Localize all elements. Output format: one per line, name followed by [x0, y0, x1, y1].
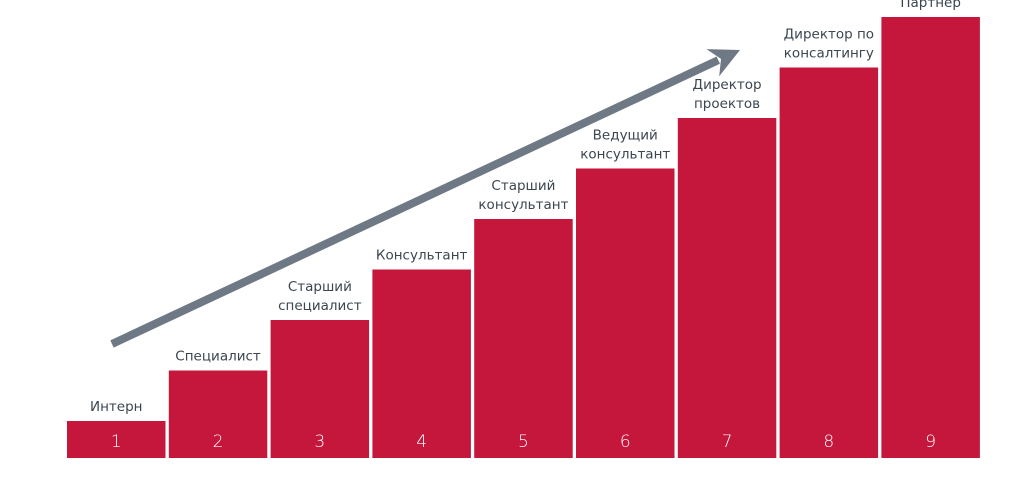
step-5: 5 Старший консультант — [474, 178, 573, 458]
step-label: Старший — [491, 178, 555, 194]
step-1: 1 Интерн — [67, 399, 166, 458]
step-6: 6 Ведущий консультант — [576, 128, 675, 458]
step-number: 9 — [925, 432, 936, 452]
step-bar — [576, 168, 675, 458]
step-number: 2 — [213, 432, 224, 452]
step-number: 4 — [416, 432, 427, 452]
step-number: 8 — [823, 432, 834, 452]
step-4: 4 Консультант — [372, 248, 471, 458]
step-label: Консультант — [376, 248, 468, 264]
growth-arrow-icon — [110, 49, 740, 348]
arrow-shaft — [110, 56, 720, 348]
step-number: 3 — [314, 432, 325, 452]
step-8: 8 Директор по консалтингу — [779, 27, 879, 458]
step-label: Директор по — [784, 27, 874, 43]
step-bar — [474, 219, 573, 458]
step-bar — [881, 17, 980, 458]
step-label: проектов — [694, 96, 760, 112]
steps-layer: 1 Интерн 2 Специалист 3 Старший специалист 4 Кон… — [67, 0, 980, 458]
step-label: Специалист — [175, 349, 261, 365]
step-bar — [270, 320, 370, 458]
arrow-head — [706, 49, 740, 77]
step-label: консультант — [478, 197, 568, 213]
step-label: Директор — [693, 77, 762, 93]
step-3: 3 Старший специалист — [270, 279, 370, 458]
step-bar — [779, 67, 879, 458]
step-bar — [168, 370, 268, 458]
step-bar — [372, 269, 471, 458]
step-number: 5 — [518, 432, 529, 452]
step-number: 7 — [722, 432, 733, 452]
step-label: консалтингу — [784, 46, 874, 62]
step-label: консультант — [580, 147, 670, 163]
step-label: Интерн — [90, 399, 143, 415]
step-number: 6 — [620, 432, 631, 452]
step-number: 1 — [111, 432, 122, 452]
step-bar — [677, 118, 777, 458]
step-label: Ведущий — [593, 128, 658, 144]
step-9: 9 Партнер — [881, 0, 980, 458]
step-7: 7 Директор проектов — [677, 77, 777, 458]
step-label: Партнер — [900, 0, 961, 11]
step-label: Старший — [288, 279, 352, 295]
step-bar — [67, 421, 166, 458]
step-2: 2 Специалист — [168, 349, 268, 458]
step-label: специалист — [278, 298, 362, 314]
